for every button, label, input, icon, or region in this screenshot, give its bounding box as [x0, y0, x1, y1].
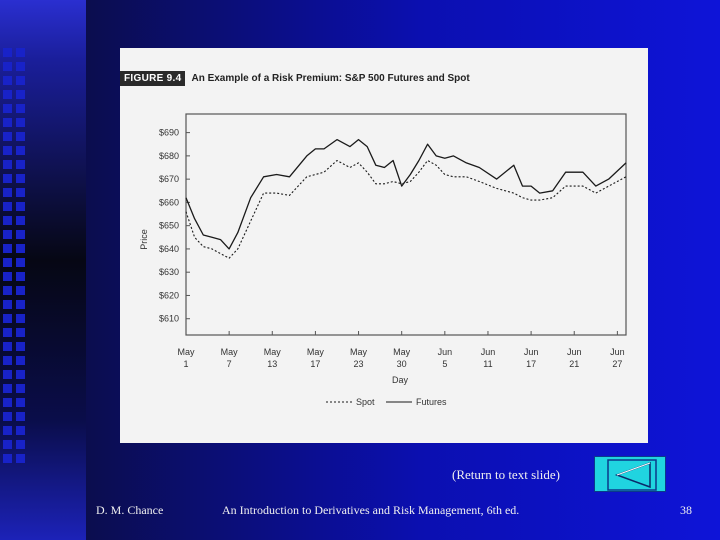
- plot-frame: [185, 113, 627, 336]
- return-label: (Return to text slide): [452, 467, 560, 482]
- x-axis-label: Day: [392, 375, 409, 385]
- series-line-futures: [185, 138, 627, 250]
- x-tick-label: Jun 11: [481, 347, 496, 369]
- y-tick-label: $640: [159, 244, 179, 254]
- figure-title: An Example of a Risk Premium: S&P 500 Fu…: [191, 73, 470, 84]
- footer-page-number: 38: [680, 503, 692, 517]
- y-tick-label: $610: [159, 314, 179, 324]
- legend-label-futures: Futures: [416, 397, 447, 407]
- series-line-spot: [185, 159, 627, 259]
- y-tick-label: $670: [159, 174, 179, 184]
- x-tick-label: May 7: [221, 347, 239, 369]
- x-tick-label: May 23: [350, 347, 368, 369]
- legend-label-spot: Spot: [356, 397, 375, 407]
- left-decor-squares: [3, 48, 13, 468]
- price-chart: $610 $620 $630 $640 $650 $660 $670 $680 $690 May 1…: [139, 113, 627, 407]
- figure-panel: FIGURE 9.4 An Example of a Risk Premium:…: [120, 48, 648, 443]
- footer-author: D. M. Chance: [96, 503, 164, 517]
- left-decor-squares: [16, 48, 26, 468]
- y-tick-label: $660: [159, 197, 179, 207]
- y-tick-label: $620: [159, 290, 179, 300]
- x-tick-label: May 1: [177, 347, 195, 369]
- figure-tag: FIGURE 9.4: [120, 71, 186, 86]
- y-axis-label: Price: [139, 229, 149, 250]
- x-tick-label: Jun 5: [438, 347, 453, 369]
- y-tick-label: $680: [159, 151, 179, 161]
- return-button[interactable]: [594, 456, 666, 492]
- x-tick-label: May 30: [393, 347, 411, 369]
- x-tick-label: Jun 21: [567, 347, 582, 369]
- x-tick-label: May 13: [264, 347, 282, 369]
- y-tick-label: $690: [159, 128, 179, 138]
- y-tick-label: $650: [159, 221, 179, 231]
- left-decor-strip: [0, 0, 86, 540]
- x-tick-label: Jun 27: [610, 347, 625, 369]
- footer-book-title: An Introduction to Derivatives and Risk …: [222, 503, 520, 517]
- back-arrow-icon: [607, 459, 657, 491]
- figure-header: FIGURE 9.4 An Example of a Risk Premium:…: [120, 70, 648, 87]
- x-tick-label: Jun 17: [524, 347, 539, 369]
- y-tick-label: $630: [159, 267, 179, 277]
- x-tick-label: May 17: [307, 347, 325, 369]
